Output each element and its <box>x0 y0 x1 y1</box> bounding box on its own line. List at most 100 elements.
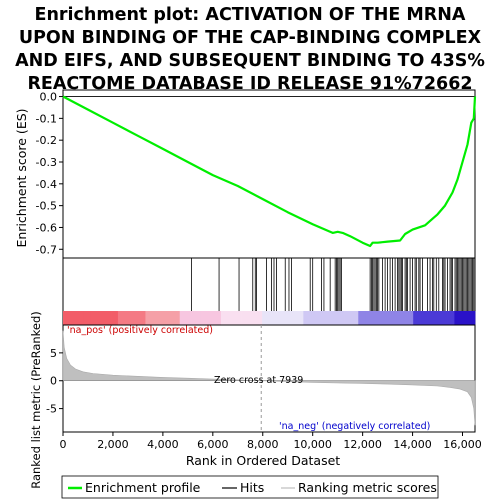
rank-color-segment <box>413 311 421 325</box>
rank-color-segment <box>303 311 311 325</box>
rank-color-segment <box>392 311 400 325</box>
es-y-tick-label: -0.7 <box>36 243 57 256</box>
legend: Enrichment profile Hits Ranking metric s… <box>61 475 439 499</box>
rank-color-segment <box>310 311 318 325</box>
es-y-tick-label: -0.6 <box>36 221 57 234</box>
rank-color-segment <box>90 311 98 325</box>
x-tick-label: 0 <box>60 438 67 451</box>
rank-color-segment <box>372 311 380 325</box>
x-tick-label: 16,000 <box>443 438 482 451</box>
rank-color-segment <box>426 311 435 325</box>
x-axis: 0 2,000 4,000 6,000 8,000 10,000 12,000 14,000 1… <box>60 432 482 451</box>
es-panel: 0.0 -0.1 -0.2 -0.3 -0.4 -0.5 -0.6 -0.7 <box>36 89 477 259</box>
es-y-tick-label: -0.3 <box>36 156 57 169</box>
enrichment-profile-line <box>62 95 477 248</box>
x-tick-label: 14,000 <box>393 438 432 451</box>
rank-color-segment <box>172 311 181 325</box>
title-line-3: AND EIFS, AND SUBSEQUENT BINDING TO 43S% <box>15 51 485 71</box>
metric-y-tick-label: 0 <box>50 375 57 388</box>
rank-color-segment <box>378 311 387 325</box>
metric-y-tick-label: 5 <box>50 347 57 360</box>
rank-color-segment <box>337 311 345 325</box>
zero-cross-label: Zero cross at 7939 <box>214 375 303 386</box>
rank-color-segment <box>124 311 133 325</box>
legend-profile-label: Enrichment profile <box>85 480 201 495</box>
rank-color-segment <box>385 311 393 325</box>
x-tick-label: 4,000 <box>147 438 179 451</box>
rank-color-segment <box>166 311 174 325</box>
rank-color-segment <box>83 311 91 325</box>
rank-color-segment <box>241 311 249 325</box>
rank-color-segment <box>227 311 236 325</box>
x-tick-label: 10,000 <box>293 438 332 451</box>
rank-color-segment <box>262 311 270 325</box>
x-tick-label: 6,000 <box>197 438 229 451</box>
metric-y-axis-label: Ranked list metric (PreRanked) <box>29 311 43 489</box>
rank-color-segment <box>406 311 414 325</box>
metric-panel: -5 0 5 <box>46 324 476 433</box>
rank-color-segment <box>76 311 84 325</box>
rank-color-segment <box>468 311 476 325</box>
rank-color-segment <box>200 311 208 325</box>
rank-color-segment <box>433 311 442 325</box>
rank-color-segment <box>330 311 339 325</box>
rank-color-segment <box>420 311 428 325</box>
rank-color-segment <box>454 311 462 325</box>
es-plot-frame <box>62 89 476 259</box>
rank-color-segment <box>138 311 146 325</box>
rank-color-segment <box>104 311 112 325</box>
title-line-2: UPON BINDING OF THE CAP-BINDING COMPLEX <box>19 28 482 48</box>
rank-color-segment <box>440 311 448 325</box>
es-y-tick-label: -0.2 <box>36 134 57 147</box>
chart-title: Enrichment plot: ACTIVATION OF THE MRNA … <box>15 5 485 94</box>
es-y-tick-label: -0.5 <box>36 200 57 213</box>
legend-hits-label: Hits <box>240 480 264 495</box>
rank-color-segment <box>248 311 256 325</box>
rank-color-segment <box>289 311 297 325</box>
rank-color-segment <box>152 311 160 325</box>
rank-color-segment <box>365 311 373 325</box>
rank-color-segment <box>69 311 78 325</box>
rank-color-segment <box>275 311 284 325</box>
pos-correlated-label: 'na_pos' (positively correlated) <box>67 325 213 336</box>
rank-color-segment <box>351 311 359 325</box>
rank-color-segment <box>207 311 215 325</box>
rank-color-segment <box>193 311 201 325</box>
rank-color-segment <box>344 311 352 325</box>
legend-metric-label: Ranking metric scores <box>298 480 437 495</box>
rank-color-segment <box>317 311 325 325</box>
rank-color-segment <box>117 311 126 325</box>
legend-box <box>61 475 439 499</box>
rank-color-segment <box>399 311 407 325</box>
metric-y-tick-label: -5 <box>46 403 57 416</box>
rank-color-segment <box>63 311 71 325</box>
title-line-4: REACTOME DATABASE ID RELEASE 91%72662 <box>27 74 472 94</box>
neg-correlated-label: 'na_neg' (negatively correlated) <box>279 421 430 432</box>
rank-color-segment <box>255 311 263 325</box>
x-tick-label: 12,000 <box>343 438 382 451</box>
rank-color-segment <box>159 311 167 325</box>
rank-color-segment <box>282 311 290 325</box>
rank-color-segment <box>358 311 366 325</box>
x-tick-label: 8,000 <box>247 438 279 451</box>
es-y-tick-label: -0.1 <box>36 112 57 125</box>
rank-color-segment <box>145 311 153 325</box>
hits-panel <box>62 257 476 326</box>
es-y-axis-label: Enrichment score (ES) <box>14 108 29 247</box>
rank-color-segment <box>447 311 455 325</box>
rank-color-segment <box>214 311 222 325</box>
rank-color-segment <box>220 311 229 325</box>
title-line-1: Enrichment plot: ACTIVATION OF THE MRNA <box>35 5 466 25</box>
es-y-tick-label: 0.0 <box>40 91 58 104</box>
es-y-tick-label: -0.4 <box>36 178 57 191</box>
rank-color-segment <box>461 311 469 325</box>
rank-color-segment <box>97 311 105 325</box>
rank-color-segment <box>269 311 277 325</box>
rank-color-segment <box>296 311 304 325</box>
rank-color-segment <box>234 311 242 325</box>
rank-color-segment <box>111 311 119 325</box>
rank-color-segment <box>186 311 194 325</box>
x-axis-label: Rank in Ordered Dataset <box>186 453 340 468</box>
